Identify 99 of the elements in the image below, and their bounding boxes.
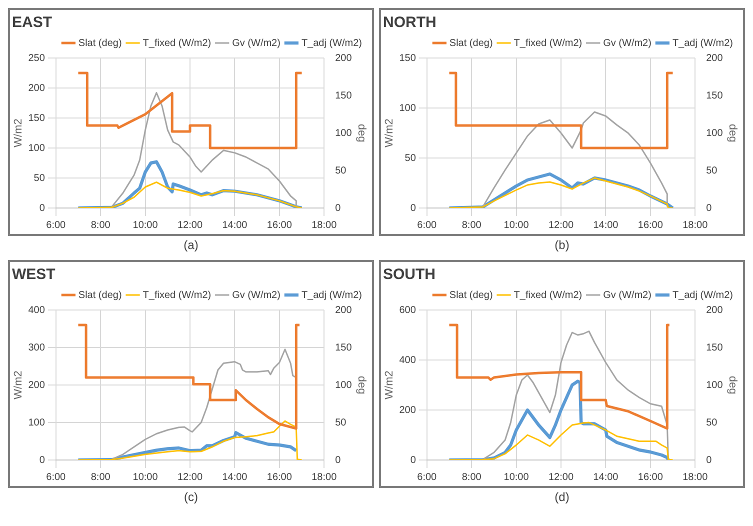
- y2-tick-label: 50: [335, 417, 347, 428]
- legend-label: T_fixed (W/m2): [514, 38, 582, 49]
- x-tick-label: 16:00: [638, 472, 664, 483]
- legend-label: Gv (W/m2): [232, 38, 280, 49]
- y2-tick-label: 50: [335, 165, 347, 176]
- x-tick-label: 6:00: [417, 220, 438, 231]
- x-tick-label: 8:00: [90, 220, 111, 231]
- y-tick-label: 50: [404, 152, 416, 164]
- legend-label: T_adj (W/m2): [672, 290, 733, 301]
- y-tick-label: 400: [399, 354, 416, 366]
- y2-tick-label: 50: [706, 417, 718, 428]
- text: (b): [554, 237, 570, 254]
- y-tick-label: 100: [28, 417, 46, 428]
- y-tick-label: 600: [399, 304, 416, 316]
- legend-label: T_adj (W/m2): [301, 38, 362, 49]
- chart-title: WEST: [12, 266, 56, 284]
- x-tick-label: 18:00: [682, 220, 708, 231]
- y2-axis-title: deg: [726, 124, 738, 142]
- y-tick-label: 300: [28, 342, 46, 354]
- y-tick-label: 250: [28, 52, 46, 64]
- text: (a): [182, 237, 200, 254]
- x-tick-label: 12:00: [548, 472, 574, 483]
- legend-label: T_adj (W/m2): [672, 38, 733, 49]
- x-tick-label: 18:00: [312, 472, 338, 483]
- x-tick-label: 6:00: [46, 220, 66, 231]
- legend-label: T_adj (W/m2): [301, 290, 362, 301]
- x-tick-label: 18:00: [682, 472, 708, 483]
- x-tick-label: 10:00: [132, 220, 158, 231]
- y-tick-label: 100: [28, 142, 46, 154]
- chart-title: EAST: [12, 14, 52, 32]
- y2-tick-label: 200: [335, 52, 352, 64]
- x-tick-label: 14:00: [222, 220, 248, 231]
- y2-axis-title: deg: [355, 376, 368, 394]
- chart-title: SOUTH: [383, 266, 436, 284]
- y2-axis-title: deg: [726, 376, 738, 394]
- y2-tick-label: 0: [706, 202, 712, 214]
- y-tick-label: 50: [34, 172, 46, 184]
- y-tick-label: 100: [399, 102, 416, 114]
- y-tick-label: 150: [399, 52, 416, 64]
- legend-label: Slat (deg): [78, 290, 122, 301]
- y-tick-label: 400: [28, 304, 46, 316]
- chart-title: NORTH: [383, 14, 436, 32]
- y-tick-label: 200: [28, 82, 46, 94]
- x-tick-label: 12:00: [177, 472, 203, 483]
- x-tick-label: 8:00: [462, 220, 482, 231]
- y2-tick-label: 0: [335, 454, 342, 466]
- x-tick-label: 14:00: [593, 472, 619, 483]
- x-tick-label: 14:00: [593, 220, 619, 231]
- y2-tick-label: 0: [706, 454, 712, 466]
- y-tick-label: 150: [28, 112, 46, 124]
- y2-tick-label: 100: [335, 380, 352, 391]
- y2-tick-label: 150: [706, 342, 724, 354]
- x-tick-label: 8:00: [462, 472, 482, 483]
- legend-label: Slat (deg): [449, 38, 493, 49]
- y2-tick-label: 150: [335, 342, 352, 354]
- legend-label: Slat (deg): [449, 290, 493, 301]
- legend-label: T_fixed (W/m2): [514, 290, 582, 301]
- y2-tick-label: 100: [335, 128, 352, 139]
- y2-tick-label: 200: [706, 52, 724, 64]
- legend-label: Slat (deg): [78, 38, 122, 49]
- y2-tick-label: 150: [706, 90, 724, 102]
- x-tick-label: 18:00: [312, 220, 338, 231]
- y-tick-label: 0: [410, 454, 416, 466]
- y2-tick-label: 200: [335, 304, 352, 316]
- y-tick-label: 200: [28, 380, 46, 391]
- x-tick-label: 10:00: [132, 472, 158, 483]
- y-tick-label: 0: [410, 202, 416, 214]
- x-tick-label: 14:00: [222, 472, 248, 483]
- y-tick-label: 0: [39, 202, 46, 214]
- x-tick-label: 16:00: [266, 472, 292, 483]
- y-tick-label: 200: [399, 404, 416, 416]
- y-axis-title: W/m2: [384, 118, 396, 148]
- x-tick-label: 6:00: [46, 472, 66, 483]
- legend-label: Gv (W/m2): [603, 290, 652, 301]
- y2-tick-label: 0: [335, 202, 342, 214]
- text: (d): [554, 489, 570, 506]
- x-tick-label: 12:00: [177, 220, 203, 231]
- y2-tick-label: 150: [335, 90, 352, 102]
- x-tick-label: 12:00: [548, 220, 574, 231]
- x-tick-label: 16:00: [266, 220, 292, 231]
- legend-label: Gv (W/m2): [232, 290, 280, 301]
- legend-label: T_fixed (W/m2): [142, 290, 212, 301]
- y2-tick-label: 200: [706, 304, 724, 316]
- y2-axis-title: deg: [355, 124, 368, 142]
- y-axis-title: W/m2: [12, 370, 25, 400]
- x-tick-label: 10:00: [504, 472, 530, 483]
- y-axis-title: W/m2: [12, 118, 25, 148]
- y-tick-label: 0: [39, 454, 46, 466]
- x-tick-label: 16:00: [638, 220, 664, 231]
- y2-tick-label: 100: [706, 128, 724, 139]
- y-axis-title: W/m2: [384, 370, 396, 400]
- x-tick-label: 6:00: [417, 472, 438, 483]
- legend-label: T_fixed (W/m2): [142, 38, 212, 49]
- y2-tick-label: 100: [706, 380, 724, 391]
- x-tick-label: 8:00: [90, 472, 111, 483]
- text: (c): [183, 489, 199, 506]
- x-tick-label: 10:00: [504, 220, 530, 231]
- y2-tick-label: 50: [706, 165, 718, 176]
- legend-label: Gv (W/m2): [603, 38, 652, 49]
